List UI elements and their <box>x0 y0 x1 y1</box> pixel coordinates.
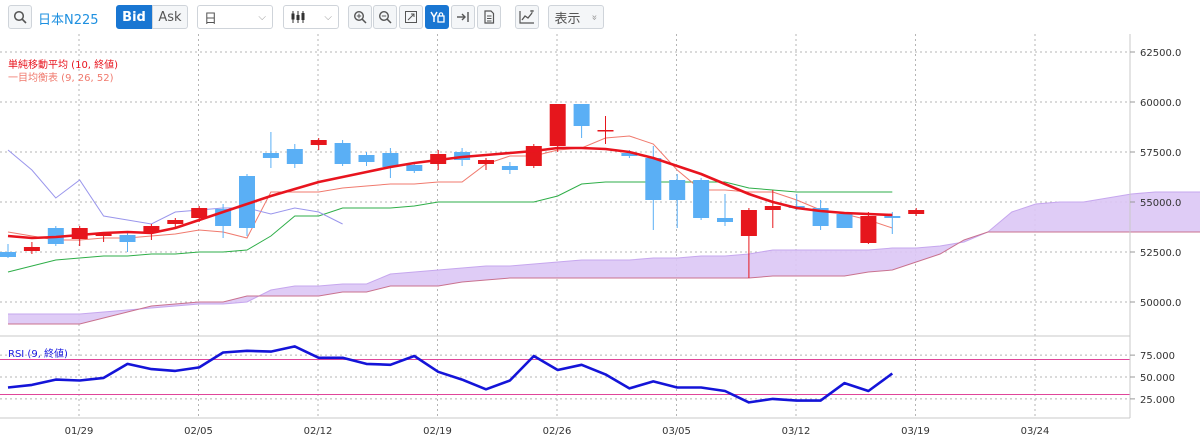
x-tick-label: 03/05 <box>662 426 691 437</box>
candle-body <box>621 153 638 156</box>
candle-body <box>478 160 494 164</box>
candle-body <box>764 206 781 210</box>
senkou-span-b <box>8 231 1200 325</box>
ask-toggle[interactable]: Ask <box>152 5 188 29</box>
candle-body <box>167 220 184 224</box>
y-tick-label: 52500.0 <box>1140 248 1181 259</box>
scroll-end-button[interactable] <box>451 5 475 29</box>
candle-body <box>884 216 901 218</box>
candle-body <box>262 153 279 158</box>
grid-lines <box>0 34 1130 418</box>
candle-body <box>549 104 566 146</box>
line-chart-add-icon <box>519 10 534 24</box>
auto-scale-toggle[interactable] <box>425 5 449 29</box>
candle-body <box>382 153 399 167</box>
display-label: 表示 <box>554 11 581 27</box>
candlestick-icon <box>291 11 305 23</box>
legend-entry: 単純移動平均 (10, 終値) <box>8 58 118 71</box>
candle-body <box>717 218 733 222</box>
senkou-span-a <box>8 191 1200 315</box>
rsi-line <box>7 345 894 404</box>
y-tick-label: 55000.0 <box>1140 198 1181 209</box>
y-tick-label: 62500.0 <box>1140 48 1181 59</box>
document-icon <box>484 10 495 24</box>
rsi-tick-label: 25.000 <box>1140 395 1175 406</box>
candle-body <box>908 210 925 214</box>
zoom-out-icon <box>378 10 392 24</box>
ichimoku-cloud <box>8 191 1200 325</box>
toolbar: 日本N225 Bid Ask 日 ⌵ ⌵ 表示 » <box>0 0 1200 34</box>
zoom-in-button[interactable] <box>348 5 372 29</box>
chikou-line <box>7 149 343 225</box>
candle-body <box>239 176 255 228</box>
chevron-double-icon: » <box>588 13 600 21</box>
candle-body <box>0 252 16 257</box>
axes: 62500.0 60000.0 57500.0 55000.0 52500.0 50000… <box>0 34 1181 437</box>
candle-body <box>334 143 351 164</box>
search-button[interactable] <box>8 5 32 29</box>
candle-body <box>95 234 112 236</box>
x-tick-label: 03/12 <box>782 426 811 437</box>
x-tick-label: 03/19 <box>901 426 930 437</box>
candle-body <box>693 180 710 218</box>
y-tick-label: 50000.0 <box>1140 298 1181 309</box>
auto-scale-icon <box>430 11 445 23</box>
interval-value: 日 <box>204 11 218 27</box>
legend: 単純移動平均 (10, 終値)一目均衡表 (9, 26, 52) RSI (9, … <box>8 58 118 360</box>
candle-body <box>597 130 614 132</box>
chevron-down-icon: ⌵ <box>258 11 266 23</box>
sma-line-group <box>7 146 893 240</box>
legend-entry: 一目均衡表 (9, 26, 52) <box>8 71 114 84</box>
search-icon <box>13 10 27 24</box>
fit-button[interactable] <box>399 5 423 29</box>
candle-body <box>310 140 327 145</box>
bid-toggle[interactable]: Bid <box>116 5 152 29</box>
interval-select[interactable]: 日 ⌵ <box>197 5 273 29</box>
rsi-tick-label: 75.000 <box>1140 351 1175 362</box>
chevron-down-icon: ⌵ <box>324 11 332 23</box>
kumo-area <box>8 192 1200 324</box>
y-tick-label: 60000.0 <box>1140 98 1181 109</box>
candle-body <box>358 155 375 162</box>
x-tick-label: 03/24 <box>1021 426 1050 437</box>
candle-body <box>573 104 590 126</box>
candle-body <box>23 247 40 251</box>
candle-body <box>501 166 518 170</box>
zoom-out-button[interactable] <box>373 5 397 29</box>
x-tick-label: 02/12 <box>304 426 333 437</box>
candle-body <box>669 180 686 200</box>
kijun-line <box>7 181 893 273</box>
indicator-button[interactable] <box>515 5 539 29</box>
candle-body <box>143 226 160 232</box>
expand-icon <box>405 11 417 23</box>
sma-line <box>7 146 893 240</box>
rsi-tick-label: 50.000 <box>1140 373 1175 384</box>
zoom-in-icon <box>353 10 367 24</box>
x-tick-label: 01/29 <box>65 426 94 437</box>
arrow-right-end-icon <box>457 12 469 22</box>
candle-body <box>860 216 877 243</box>
chart-type-select[interactable]: ⌵ <box>283 5 339 29</box>
candle-body <box>645 158 662 200</box>
rsi-panel <box>0 345 1130 404</box>
document-button[interactable] <box>477 5 501 29</box>
candle-body <box>836 214 853 228</box>
rsi-legend-entry: RSI (9, 終値) <box>8 347 68 360</box>
x-tick-label: 02/26 <box>543 426 572 437</box>
candle-body <box>286 149 303 164</box>
candle-body <box>740 210 757 236</box>
x-tick-label: 02/19 <box>423 426 452 437</box>
x-tick-label: 02/05 <box>184 426 213 437</box>
candle-body <box>119 235 136 242</box>
y-tick-label: 57500.0 <box>1140 148 1181 159</box>
display-button[interactable]: 表示 » <box>548 5 604 29</box>
candle-body <box>71 228 88 239</box>
symbol-name[interactable]: 日本N225 <box>38 13 99 28</box>
candle-body <box>406 165 423 171</box>
candle-body <box>191 208 208 218</box>
chart-area[interactable]: 62500.0 60000.0 57500.0 55000.0 52500.0 50000… <box>0 34 1200 439</box>
